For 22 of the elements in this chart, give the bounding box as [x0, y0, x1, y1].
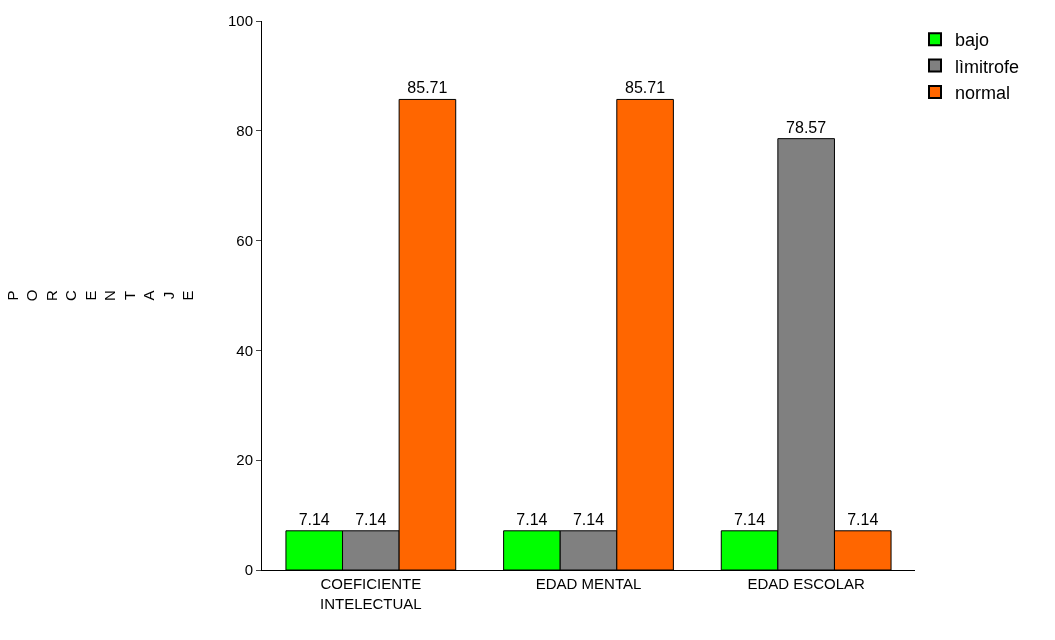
data-label: 7.14 [572, 510, 605, 528]
x-tick-label: COEFICIENTE INTELECTUAL [319, 575, 422, 612]
x-tick-label: EDAD MENTAL [535, 575, 642, 592]
data-label: 78.57 [786, 118, 827, 136]
legend-label: bajo [955, 30, 990, 51]
y-tick-label: 20 [236, 451, 253, 469]
data-label: 85.71 [625, 79, 666, 97]
y-tick-label: 40 [236, 341, 253, 359]
data-label: 7.14 [355, 510, 387, 528]
text: PORCENTAJE [3, 289, 197, 302]
y-tick-label: 60 [236, 231, 253, 249]
data-label: 7.14 [733, 510, 766, 528]
legend-label: lìmitrofe [955, 56, 1020, 77]
y-tick-label: 100 [227, 12, 253, 30]
x-tick-label: EDAD ESCOLAR [747, 575, 866, 592]
y-tick-label: 80 [236, 122, 253, 140]
y-tick-label: 0 [244, 561, 253, 579]
data-label: 7.14 [516, 510, 548, 528]
data-label: 85.71 [407, 79, 448, 97]
data-label: 7.14 [298, 510, 330, 528]
legend-label: normal [955, 83, 1011, 104]
data-label: 7.14 [847, 510, 879, 528]
